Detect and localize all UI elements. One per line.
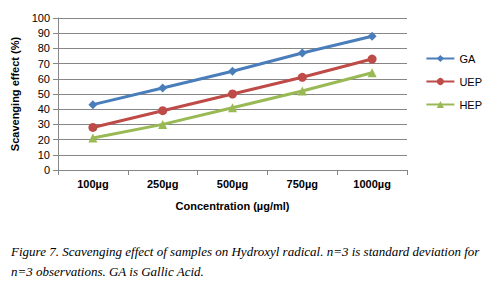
svg-text:Concentration (µg/ml): Concentration (µg/ml) bbox=[176, 200, 290, 212]
svg-text:60: 60 bbox=[38, 73, 50, 85]
svg-text:Figure 7. Scavenging effect of: Figure 7. Scavenging effect of samples o… bbox=[10, 244, 483, 259]
svg-text:20: 20 bbox=[38, 134, 50, 146]
svg-text:GA: GA bbox=[459, 53, 476, 65]
svg-text:0: 0 bbox=[44, 164, 50, 176]
svg-text:10: 10 bbox=[38, 149, 50, 161]
svg-text:UEP: UEP bbox=[459, 76, 482, 88]
svg-text:HEP: HEP bbox=[459, 99, 482, 111]
svg-text:40: 40 bbox=[38, 103, 50, 115]
svg-text:Scavenging effect (%): Scavenging effect (%) bbox=[9, 37, 21, 152]
svg-text:750µg: 750µg bbox=[287, 178, 318, 190]
svg-text:500µg: 500µg bbox=[217, 178, 248, 190]
svg-text:100µg: 100µg bbox=[77, 178, 108, 190]
svg-text:100: 100 bbox=[32, 12, 50, 24]
svg-text:90: 90 bbox=[38, 27, 50, 39]
svg-text:70: 70 bbox=[38, 58, 50, 70]
svg-text:1000µg: 1000µg bbox=[353, 178, 391, 190]
svg-text:250µg: 250µg bbox=[147, 178, 178, 190]
svg-text:50: 50 bbox=[38, 88, 50, 100]
svg-text:n=3 observations. GA is Gallic: n=3 observations. GA is Gallic Acid. bbox=[11, 264, 204, 279]
svg-text:80: 80 bbox=[38, 42, 50, 54]
svg-text:30: 30 bbox=[38, 118, 50, 130]
